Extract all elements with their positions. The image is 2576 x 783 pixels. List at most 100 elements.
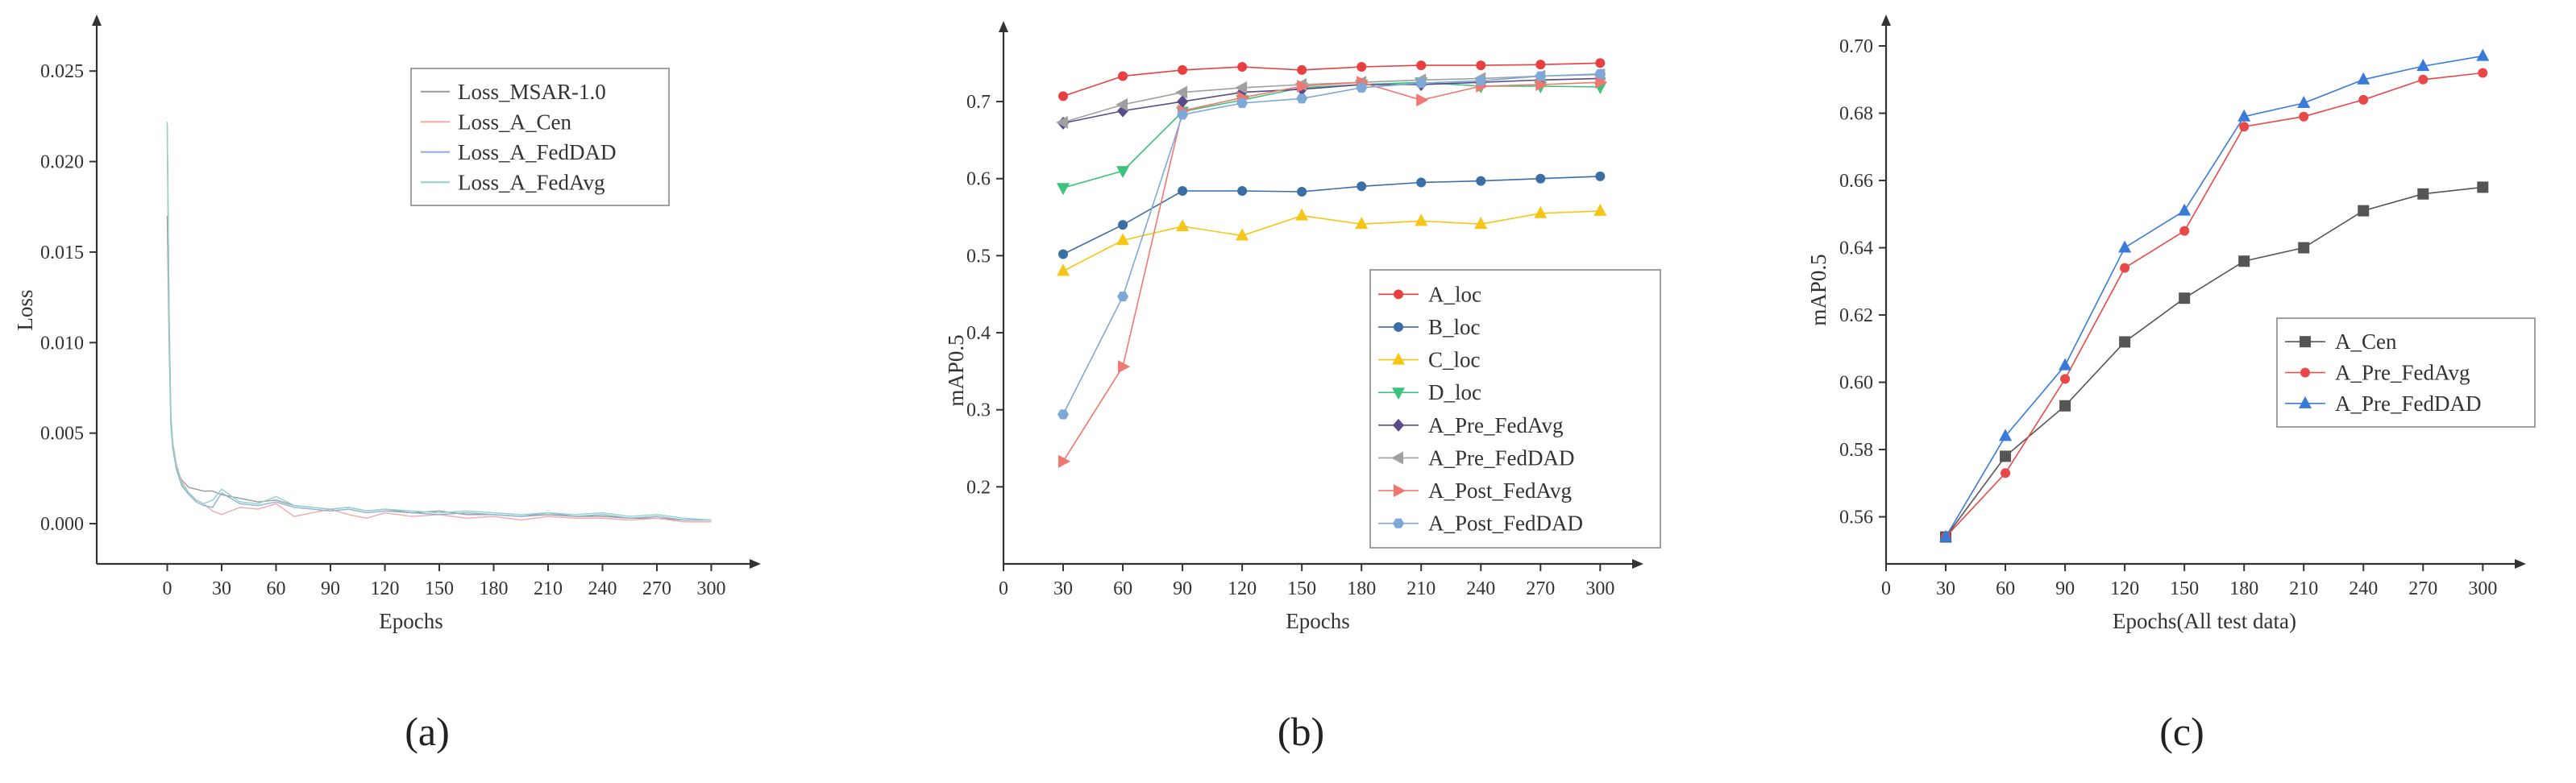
x-tick-label: 150 [2170,578,2199,599]
data-point-C_loc [1236,228,1249,241]
y-axis-arrow [999,21,1008,32]
data-point-A_Cen [2477,181,2489,193]
x-tick-label: 270 [1526,578,1555,599]
data-point-A_Pre_FedDAD [2237,109,2251,122]
data-point-A_Pre_FedAvg [2299,111,2309,122]
data-point-A_Pre_FedDAD [1999,429,2013,441]
legend-box [1369,269,1661,549]
data-point-A_Cen [2000,450,2012,462]
x-tick-label: 90 [1173,578,1192,599]
series-line-A_Cen [1945,186,2483,538]
x-tick-label: 30 [212,578,231,599]
data-point-A_Pre_FedAvg [2001,468,2011,478]
series-line-A_Post_FedDAD [1062,72,1601,415]
data-point-C_loc [1534,205,1548,218]
series-line-C_loc [1062,210,1601,272]
data-point-A_Pre_FedDAD [1939,529,1953,542]
x-axis-label: Epochs(All test data) [2113,609,2296,633]
x-tick-label: 0 [999,578,1008,599]
x-tick-label: 90 [2055,578,2075,599]
y-tick-label: 0.6 [966,169,991,190]
series-line-D_loc [1062,81,1601,188]
x-tick-label: 30 [1936,578,1955,599]
data-point-A_Pre_FedAvg [2478,68,2488,78]
legend-marker [1392,352,1405,365]
legend-marker [1394,484,1406,498]
legend-marker [2299,396,2312,408]
x-tick-label: 210 [1406,578,1435,599]
x-tick-label: 240 [2349,578,2378,599]
data-point-A_Post_FedDAD [1296,93,1308,104]
data-point-A_Post_FedAvg [1058,454,1071,468]
series-line-A_Pre_FedDAD [1062,73,1601,123]
data-point-A_Pre_FedDAD [1175,85,1188,99]
y-tick-label: 0.005 [40,424,84,445]
data-point-A_Pre_FedDAD [1235,81,1248,94]
x-tick-label: 30 [1053,578,1073,599]
data-point-A_loc [1357,62,1367,72]
x-tick-label: 0 [1881,578,1891,599]
data-point-A_Pre_FedAvg [2060,374,2071,384]
series-line-A_Pre_FedAvg [1062,77,1601,124]
y-tick-label: 0.000 [40,514,84,535]
legend-label: B_loc [1428,315,1481,339]
legend-label: Loss_A_FedDAD [458,140,617,164]
data-point-A_Pre_FedAvg [2179,226,2190,236]
series-line-B_loc [1062,176,1601,255]
series-line-Loss_MSAR-1.0 [166,215,712,521]
data-point-C_loc [1415,213,1428,226]
caption-b: (b) [1278,709,1324,754]
x-axis-arrow [2515,559,2526,569]
legend-label: A_Cen [2335,329,2397,354]
data-point-A_Post_FedDAD [1236,97,1249,109]
data-point-A_Post_FedDAD [1594,68,1606,79]
series-line-A_Pre_FedDAD [1945,55,2483,538]
legend-label: A_Pre_FedAvg [1428,413,1563,437]
legend-marker [2300,336,2311,348]
x-tick-label: 240 [588,578,617,599]
legend-label: A_Pre_FedAvg [2335,361,2470,385]
legend-label: C_loc [1428,348,1481,372]
data-point-A_Post_FedDAD [1475,76,1487,86]
y-axis-arrow [1881,14,1891,26]
legend-label: A_Pre_FedDAD [1428,445,1575,470]
data-point-B_loc [1237,186,1248,197]
legend-label: A_Post_FedDAD [1428,512,1583,536]
series-line-Loss_A_Cen [166,134,712,523]
y-axis-label: Loss [13,289,37,330]
data-point-A_loc [1178,64,1188,75]
y-tick-label: 0.56 [1839,508,1873,528]
y-tick-label: 0.62 [1839,305,1873,326]
data-point-A_Cen [2238,255,2250,267]
y-tick-label: 0.2 [966,477,991,498]
y-tick-label: 0.020 [40,152,84,173]
data-point-A_Pre_FedDAD [2178,203,2192,216]
x-tick-label: 210 [2289,578,2318,599]
data-point-B_loc [1357,181,1367,192]
y-tick-label: 0.7 [966,92,991,113]
legend-box [410,68,670,206]
x-tick-label: 300 [1585,578,1614,599]
x-tick-label: 300 [2468,578,2497,599]
data-point-A_loc [1237,62,1248,72]
data-point-A_Post_FedDAD [1057,409,1070,420]
data-point-A_Post_FedAvg [1297,79,1310,93]
x-axis-label: Epochs [1286,609,1349,633]
data-point-A_Pre_FedAvg [2358,94,2369,105]
data-point-A_Pre_FedAvg [1177,95,1189,109]
legend-marker [1393,418,1404,432]
legend-marker [1391,451,1403,465]
y-tick-label: 0.58 [1839,440,1873,461]
y-tick-label: 0.015 [40,242,84,263]
legend-marker [1392,387,1405,400]
legend-marker [1394,289,1403,300]
data-point-C_loc [1593,203,1607,216]
data-point-A_Post_FedDAD [1415,78,1427,89]
x-tick-label: 90 [321,578,340,599]
data-point-A_Cen [2179,292,2191,304]
y-tick-label: 0.3 [966,400,991,421]
data-point-A_Pre_FedDAD [2416,59,2430,72]
legend-label: A_loc [1428,282,1481,306]
series-line-Loss_A_FedAvg [166,122,712,521]
